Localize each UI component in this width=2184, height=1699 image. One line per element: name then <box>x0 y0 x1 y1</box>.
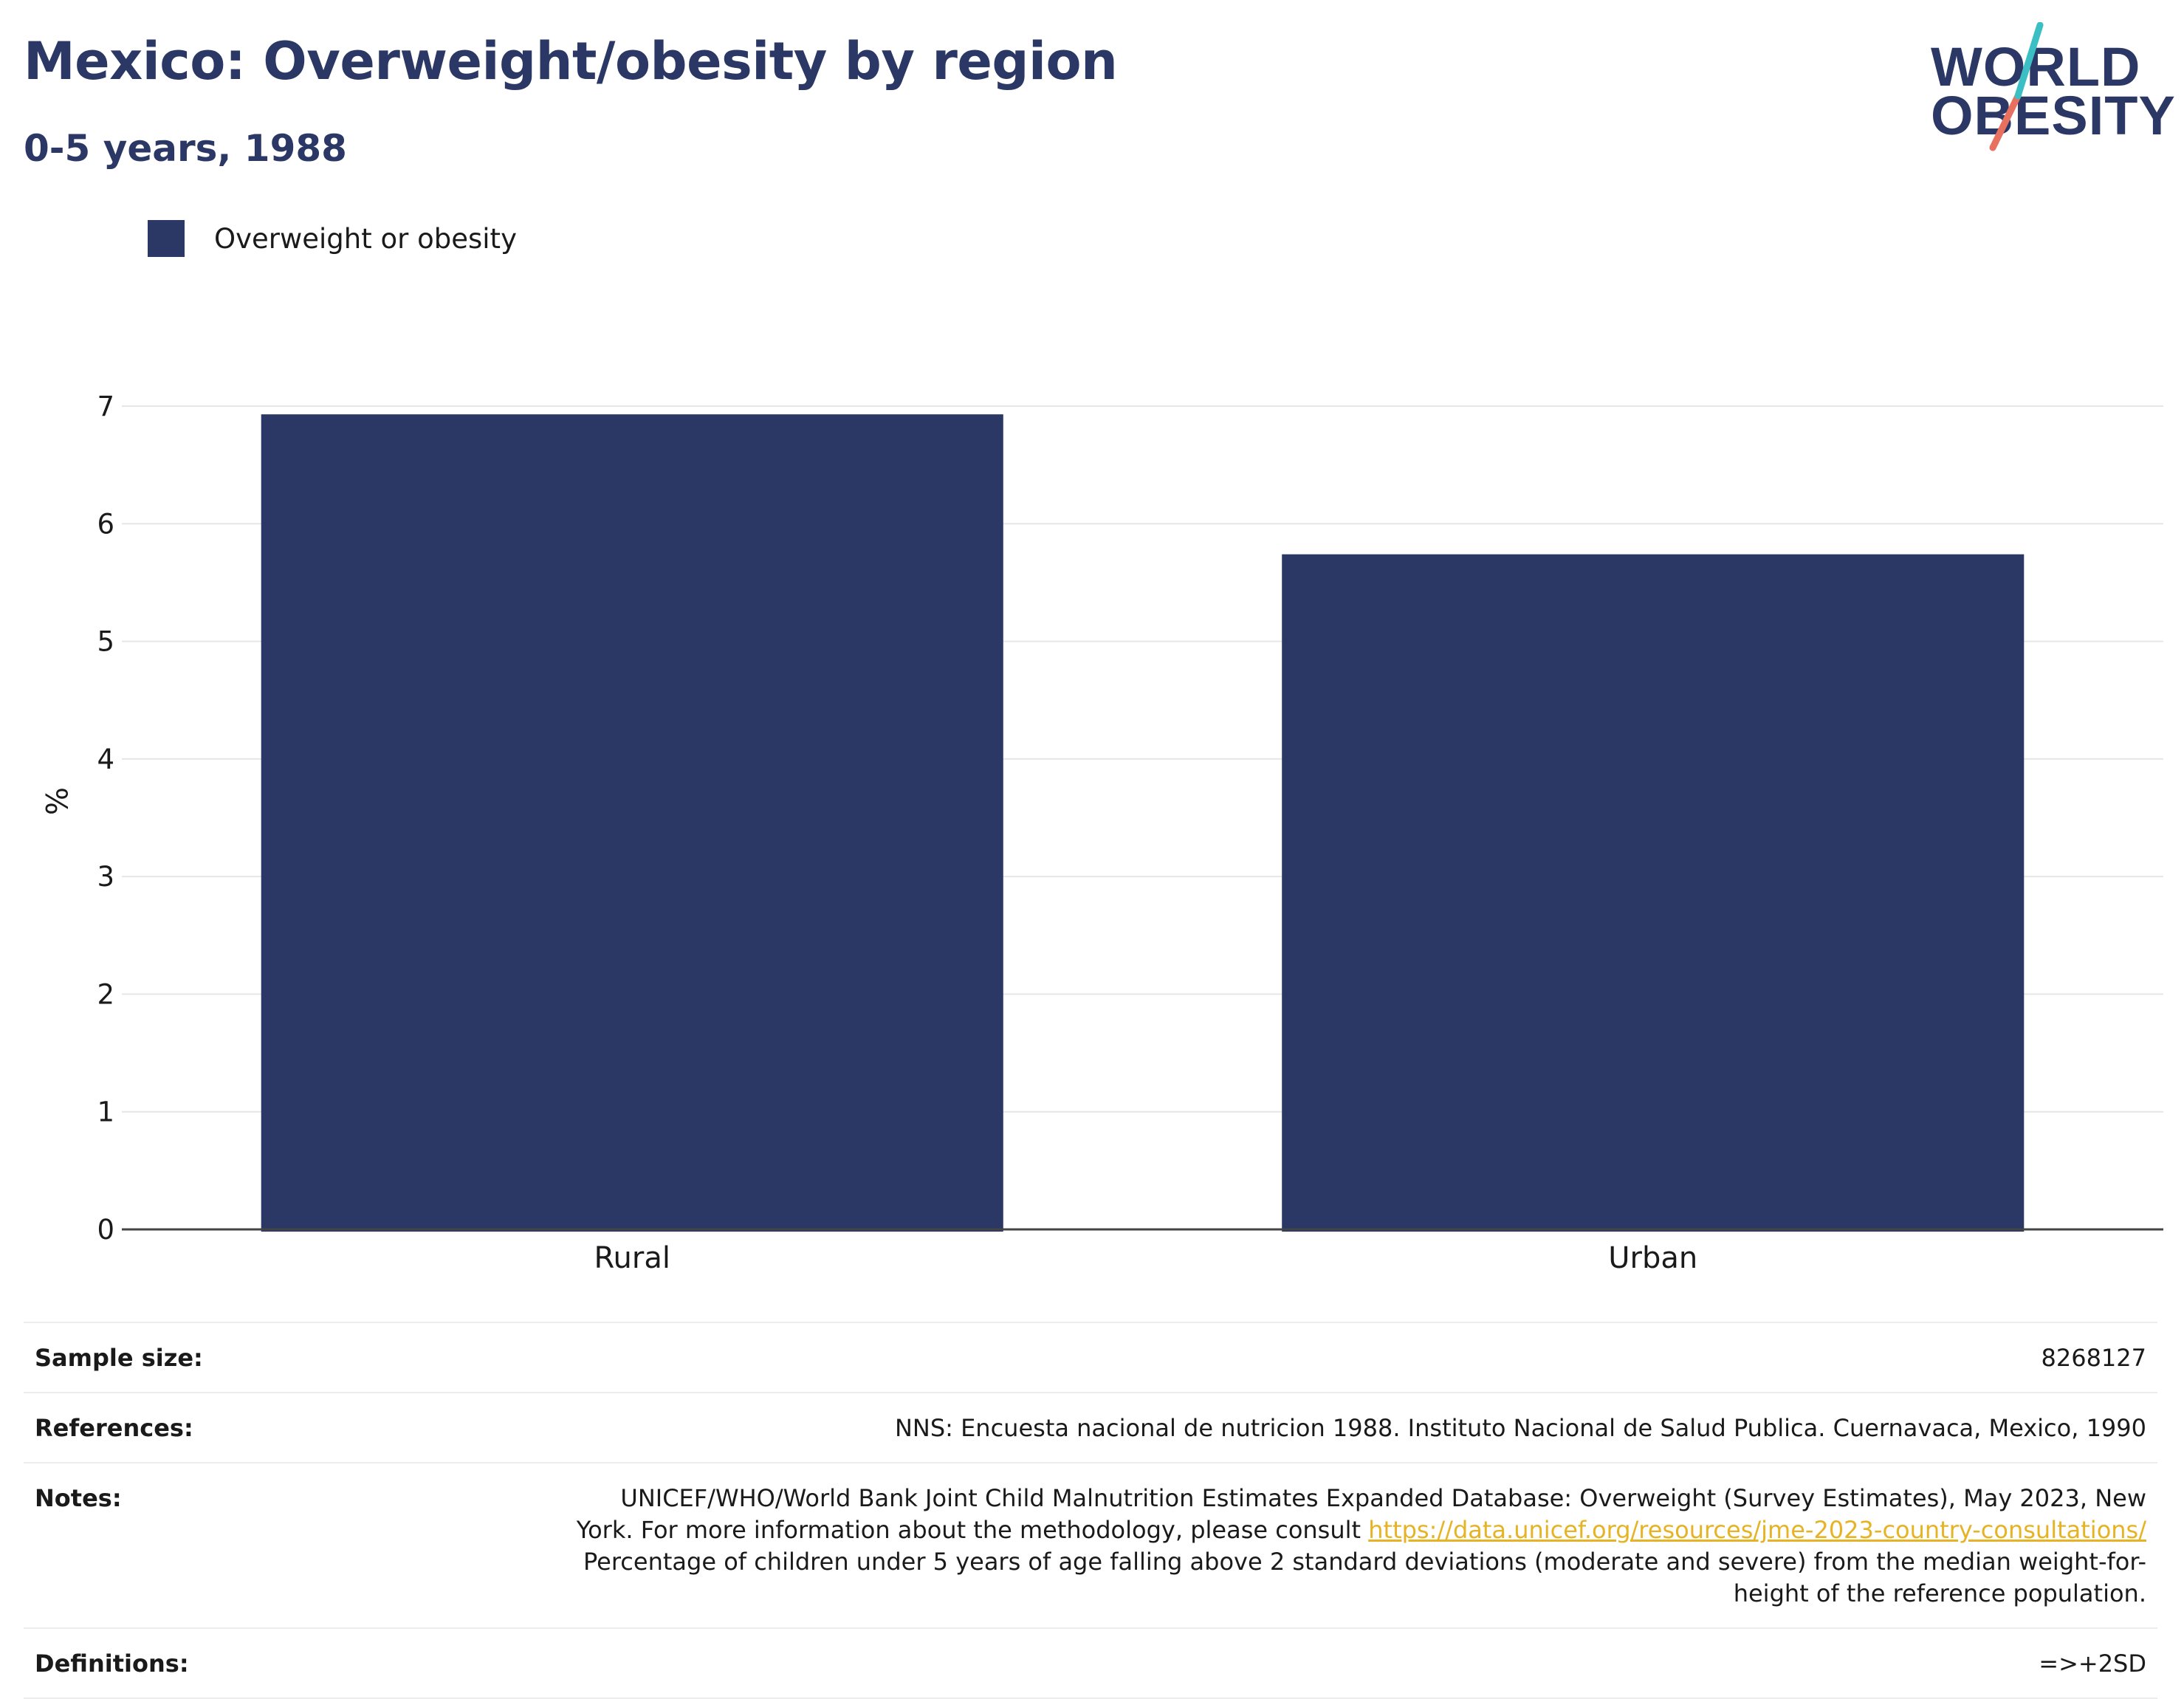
definitions-value: =>+2SD <box>2039 1650 2146 1678</box>
sample-size-value: 8268127 <box>2041 1344 2146 1372</box>
y-tick-label: 7 <box>97 391 114 422</box>
x-tick-label: Urban <box>1608 1241 1697 1275</box>
bar-urban <box>1282 554 2025 1232</box>
notes-text-part-2: Percentage of children under 5 years of … <box>583 1548 2146 1607</box>
y-tick-label: 4 <box>97 744 114 775</box>
info-row-sample-size: Sample size: 8268127 <box>24 1323 2157 1393</box>
info-table: Sample size: 8268127 References: NNS: En… <box>24 1322 2157 1699</box>
y-tick-label: 1 <box>97 1096 114 1128</box>
notes-text-part-1: UNICEF/WHO/World Bank Joint Child Malnut… <box>576 1484 2146 1544</box>
y-tick-label: 5 <box>97 626 114 658</box>
sample-size-label: Sample size: <box>35 1344 203 1372</box>
y-axis-label: % <box>38 787 72 815</box>
methodology-link[interactable]: https://data.unicef.org/resources/jme-20… <box>1368 1516 2146 1544</box>
info-row-references: References: NNS: Encuesta nacional de nu… <box>24 1393 2157 1463</box>
logo-slash-icon <box>1989 22 2044 151</box>
y-tick-label: 0 <box>97 1214 114 1246</box>
info-row-notes: Notes: UNICEF/WHO/World Bank Joint Child… <box>24 1463 2157 1629</box>
y-tick-label: 2 <box>97 978 114 1010</box>
info-row-definitions: Definitions: =>+2SD <box>24 1629 2157 1699</box>
chart-subtitle: 0-5 years, 1988 <box>24 127 347 170</box>
chart-title: Mexico: Overweight/obesity by region <box>24 31 1118 92</box>
x-tick-label: Rural <box>594 1241 670 1275</box>
references-label: References: <box>35 1414 193 1442</box>
y-tick-label: 3 <box>97 861 114 893</box>
world-obesity-logo: WORLD OBESITY <box>1931 22 2175 155</box>
legend: Overweight or obesity <box>148 220 517 257</box>
bar-rural <box>261 414 1003 1232</box>
notes-value: UNICEF/WHO/World Bank Joint Child Malnut… <box>566 1483 2146 1610</box>
references-value: NNS: Encuesta nacional de nutricion 1988… <box>894 1414 2146 1442</box>
logo-line-2: OBESITY <box>1931 85 2176 146</box>
legend-label: Overweight or obesity <box>214 222 517 255</box>
y-tick-label: 6 <box>97 508 114 540</box>
notes-label: Notes: <box>35 1484 122 1512</box>
definitions-label: Definitions: <box>35 1650 189 1678</box>
legend-swatch <box>148 220 185 257</box>
